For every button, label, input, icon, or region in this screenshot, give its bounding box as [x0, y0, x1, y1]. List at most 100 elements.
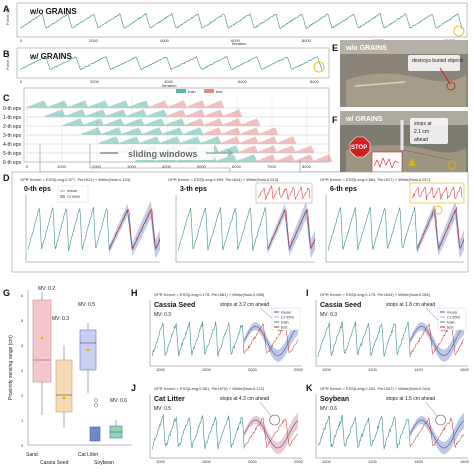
panel-c: C train test 0-th eps 1-th eps 2-th eps … [3, 87, 380, 174]
train-signal [317, 320, 411, 358]
sliding-windows-bg [118, 146, 214, 160]
g-box-soybean: MV: 0.6 [89, 398, 127, 442]
panel-c-xtick: 0 [26, 164, 29, 169]
d1-test-signal [267, 209, 316, 250]
sliding-windows-label: sliding windows [128, 149, 198, 159]
mv-label: MV: 0.6 [320, 406, 337, 412]
panel-g-letter: G [3, 288, 10, 298]
panel-b-xtick: 8000 [310, 79, 320, 84]
stop-note-leader [425, 401, 438, 418]
panel-g-axes [27, 290, 132, 446]
panel-e-probe-trail [354, 81, 406, 87]
panel-d-subplot-1: GPR Kernel = ESS(Leng:0.699, Peri:614) +… [168, 177, 316, 263]
panel-b-xtick: 0 [20, 79, 23, 84]
g-box-cassia: MV: 0.3 [52, 316, 73, 428]
g-outlier [94, 398, 98, 402]
panel-a: A w/o GRAINS Force (N) 0 2000 4000 6000 … [3, 2, 468, 46]
xtick: 1200 [368, 367, 378, 372]
panel-f-note-line2: 2.1 cm [414, 129, 429, 135]
d0-legend-box [57, 185, 89, 203]
g-xtick: Soybean [94, 460, 114, 466]
panel-e-title: w/o GRAINS [345, 45, 387, 52]
panel-c-xtick: 6000 [232, 164, 242, 169]
panel-a-xlabel: Iteration [232, 41, 246, 46]
episode-label: 4-th eps [3, 142, 22, 148]
episode-label: 0-th eps [3, 106, 22, 112]
xtick: 1200 [368, 459, 378, 464]
mean-line [409, 419, 465, 449]
xtick: 1500 [202, 459, 212, 464]
d0-axes [25, 195, 160, 263]
panel-c-xtick: 7000 [267, 164, 277, 169]
g-mv-label: MV: 0.6 [110, 398, 127, 404]
panel-a-highlight-circle [453, 25, 465, 37]
panel-a-force-signal [19, 12, 463, 30]
material-title: Cat Litter [154, 396, 185, 403]
g-xtick: Cat Litter [78, 452, 99, 458]
g-xtick: Cassia Seed [40, 460, 69, 466]
panel-c-xtick: 5000 [197, 164, 207, 169]
panel-f-letter: F [332, 115, 338, 125]
xtick: 1000 [322, 367, 332, 372]
d1-inset-signal [257, 185, 311, 201]
g-ytick: 2 [21, 393, 24, 398]
kernel-text: GPR Kernel = ESS(Leng:0.179, Peri:643) +… [320, 292, 431, 297]
panel-c-letter: C [3, 93, 10, 103]
panel-a-xtick: 8000 [302, 38, 312, 43]
panel-letter: I [306, 288, 309, 298]
d2-inset [409, 182, 465, 204]
mean-line [243, 419, 299, 449]
c-test-window [167, 109, 242, 117]
d2-inset-signal [411, 185, 463, 200]
g-ytick: 4 [21, 343, 24, 348]
g-box-catlitter: MV: 0.5 [78, 302, 97, 393]
plot-axes [149, 394, 302, 459]
d1-train-signal [177, 207, 268, 251]
g-ytick: 5 [21, 318, 24, 323]
xtick: 2500 [294, 459, 304, 464]
train-signal [151, 321, 245, 357]
panel-a-title: w/o GRAINS [29, 7, 77, 16]
g-ytick: 6 [21, 293, 24, 298]
mv-label: MV: 0.5 [154, 406, 171, 412]
xtick: 2000 [248, 367, 258, 372]
d2-axes [325, 195, 464, 263]
xtick: 1400 [414, 459, 424, 464]
panel-b-xlabel: Iteration [162, 83, 176, 88]
d-subplot-title: 6-th eps [330, 186, 357, 193]
panel-c-xtick: 1000 [57, 164, 67, 169]
xtick: 1400 [414, 367, 424, 372]
d0-legend: mean CI 95% [57, 185, 89, 203]
episode-label: 3-th eps [3, 133, 22, 139]
g-ytick: 1 [21, 418, 24, 423]
panel-e-arrow [439, 67, 451, 85]
plot-axes [149, 300, 302, 367]
panel-f-title: w/ GRAINS [345, 116, 383, 123]
stop-note: stops at 4.3 cm ahead [220, 396, 269, 402]
kernel-text: GPR Kernel = ESS(Leng:0.178, Peri:581) +… [154, 292, 265, 297]
test-signal [244, 323, 299, 355]
xtick: 1500 [202, 367, 212, 372]
panel-h: H GPR Kernel = ESS(Leng:0.178, Peri:581) … [131, 288, 304, 372]
panel-f-buried-object [447, 160, 457, 170]
panel-e-wall [340, 40, 468, 54]
panel-e-buried-object [446, 81, 456, 91]
legend-test-swatch [204, 89, 214, 93]
xtick: 1000 [322, 459, 332, 464]
kernel-text: GPR Kernel = ESS(Leng:0.551, Peri:575) +… [154, 386, 265, 391]
panel-f-note-line1: stops at [414, 121, 432, 127]
c-train-window [81, 127, 203, 135]
panel-g-ylabel: Proximity sensing range (cm) [8, 335, 14, 400]
c-test-window [203, 127, 278, 135]
g-box [55, 359, 73, 413]
d0-train-signal [27, 206, 110, 251]
panel-c-xtick: 8000 [302, 164, 312, 169]
panel-c-legend: train test [176, 89, 223, 94]
panel-c-xtick: 3000 [127, 164, 137, 169]
d2-test-signal [416, 207, 465, 249]
d1-axes [175, 195, 315, 263]
g-mean-marker [114, 429, 118, 432]
panel-c-row-labels: 0-th eps 1-th eps 2-th eps 3-th eps 4-th… [3, 106, 22, 166]
mv-label: MV: 0.3 [320, 312, 337, 318]
panel-c-xtick: 4000 [162, 164, 172, 169]
